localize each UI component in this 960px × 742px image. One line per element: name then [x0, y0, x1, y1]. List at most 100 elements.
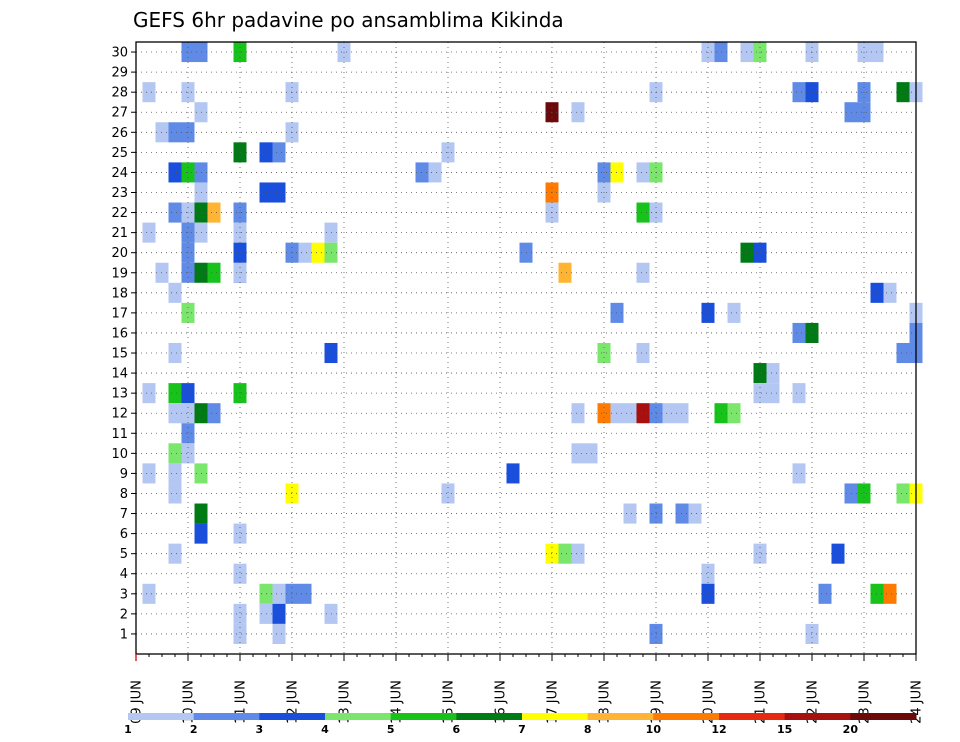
y-tick-label: 27 [111, 106, 128, 121]
legend-label: 5 [387, 723, 395, 736]
heat-cell [792, 322, 806, 343]
legend-label: 7 [518, 723, 526, 736]
heat-cell [272, 142, 286, 163]
heat-cell [623, 503, 637, 524]
heat-cell [142, 82, 156, 103]
legend-swatch [653, 713, 720, 720]
y-tick-label: 9 [120, 467, 128, 482]
y-tick-label: 11 [111, 427, 128, 442]
y-tick-label: 2 [120, 607, 128, 622]
y-tick-label: 14 [111, 367, 128, 382]
heat-cell [558, 262, 572, 283]
heat-cell [428, 162, 442, 183]
y-tick-label: 28 [111, 86, 128, 101]
heat-cell [766, 383, 780, 404]
heat-cell [597, 342, 611, 364]
x-tick-label: 24 JUN [910, 680, 925, 724]
heat-cell [597, 403, 611, 424]
x-tick-label: 14 JUN [390, 680, 405, 724]
heat-cell [636, 162, 650, 183]
heat-cell [571, 443, 585, 464]
legend-swatch [522, 713, 589, 720]
heat-cell [623, 403, 637, 424]
legend-swatch [390, 713, 457, 720]
heat-cell [311, 242, 325, 263]
heat-cell [168, 443, 182, 464]
heat-cell [753, 383, 767, 404]
heat-cell [753, 363, 767, 384]
heat-cell [298, 583, 312, 604]
y-tick-label: 3 [120, 587, 128, 602]
y-tick-label: 13 [111, 387, 128, 402]
heat-cell [272, 583, 286, 604]
y-tick-label: 22 [111, 206, 128, 221]
heat-cell [558, 543, 572, 564]
color-legend: 1 2 3 4 5 6 7 8 10 12 15 20 [124, 713, 917, 736]
heat-cell [636, 342, 650, 364]
y-tick-label: 10 [111, 447, 128, 462]
y-tick-label: 15 [111, 347, 128, 362]
legend-swatch [128, 713, 195, 720]
x-tick-label: 20 JUN [702, 680, 717, 724]
heat-cell [896, 342, 910, 364]
y-tick-label: 4 [120, 567, 128, 582]
heat-cell [181, 423, 195, 444]
heat-cell [142, 583, 156, 604]
heat-cell [571, 403, 585, 424]
heat-cell [792, 383, 806, 404]
y-tick-label: 6 [120, 527, 128, 542]
chart-title: GEFS 6hr padavine po ansamblima Kikinda [133, 8, 564, 32]
heat-cell [792, 82, 806, 103]
legend-label: 1 [124, 723, 132, 736]
heat-cell [168, 543, 182, 564]
x-tick-label: 17 JUN [546, 680, 561, 724]
heat-cell [727, 403, 741, 424]
y-tick-label: 16 [111, 326, 128, 341]
heat-cell [857, 483, 871, 504]
heat-cell [168, 162, 182, 183]
heat-cell [636, 262, 650, 283]
heat-cell [207, 403, 221, 424]
legend-swatch [784, 713, 851, 720]
heat-cell [168, 202, 182, 223]
heat-cell [142, 463, 156, 484]
heat-cell [896, 483, 910, 504]
heat-cell [818, 583, 832, 604]
y-tick-label: 19 [111, 266, 128, 281]
y-tick-label: 25 [111, 146, 128, 161]
heat-cell [272, 603, 286, 624]
heat-cell [753, 543, 767, 564]
legend-swatch [193, 713, 260, 720]
heat-cell [688, 503, 702, 524]
y-tick-label: 8 [120, 487, 128, 502]
x-tick-label: 11 JUN [234, 680, 249, 724]
heat-cell [883, 282, 897, 303]
heat-cell [727, 302, 741, 323]
heat-cell [233, 563, 247, 584]
heat-cell [701, 583, 715, 604]
heat-cell [168, 483, 182, 504]
y-tick-label: 21 [111, 226, 128, 241]
x-tick-label: 16 JUN [494, 680, 509, 724]
heat-cell [571, 102, 585, 123]
heat-cell [181, 443, 195, 464]
y-tick-label: 29 [111, 66, 128, 81]
x-tick-label: 12 JUN [286, 680, 301, 724]
cells-layer [142, 42, 923, 644]
heat-cell [636, 403, 650, 424]
heat-cell [896, 82, 910, 103]
legend-swatch [456, 713, 523, 720]
heat-cell [441, 483, 455, 504]
y-tick-label: 26 [111, 126, 128, 141]
heat-cell [233, 603, 247, 624]
x-tick-label: 13 JUN [338, 680, 353, 724]
heat-cell [792, 463, 806, 484]
heat-cell [506, 463, 520, 484]
x-tick-label: 15 JUN [442, 680, 457, 724]
heat-cell [168, 383, 182, 404]
x-tick-label: 18 JUN [598, 680, 613, 724]
heat-cell [142, 383, 156, 404]
legend-swatch [719, 713, 786, 720]
legend-label: 8 [584, 723, 592, 736]
